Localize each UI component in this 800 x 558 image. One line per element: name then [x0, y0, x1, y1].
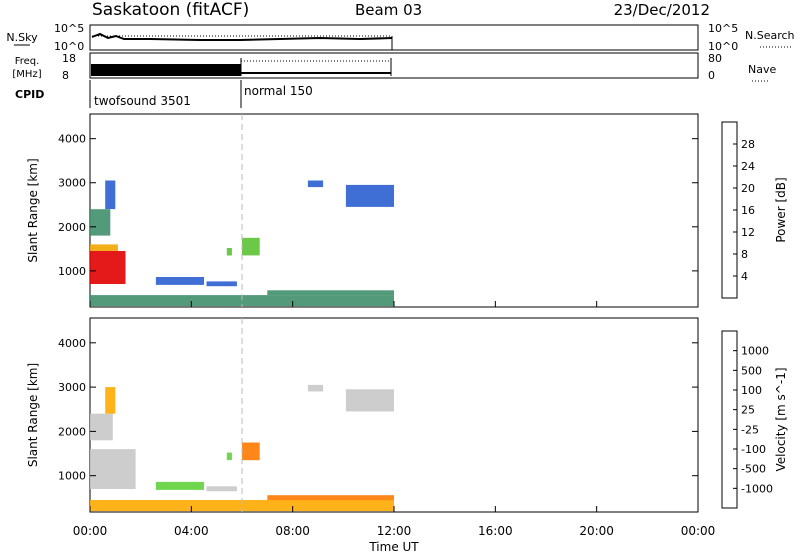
velocity-colorbar-label-5: -100 [741, 443, 766, 456]
velocity-ytick-label-3000: 3000 [58, 381, 86, 394]
power-colorbar-label-0: 4 [741, 270, 748, 283]
velocity-colorbar-label-4: -25 [741, 423, 759, 436]
cpid-segment-twofsound: twofsound 3501 [94, 94, 191, 108]
time-tick-label-0: 00:00 [73, 524, 108, 538]
nave-tick-low: 0 [708, 69, 715, 82]
time-tick-label-5: 20:00 [579, 524, 614, 538]
freq-tick-high: 18 [62, 52, 76, 65]
power-data-cell-9 [307, 180, 324, 188]
nsearch-label: N.Search [745, 29, 795, 42]
freq-unit-label: [MHz] [12, 69, 41, 80]
nsearch-tick-low: 10^0 [708, 40, 738, 53]
nsky-panel: N.Sky 10^5 10^0 10^5 10^0 N.Search [6, 22, 794, 53]
time-tick-label-6: 00:00 [681, 524, 716, 538]
velocity-data-cell-6 [242, 442, 260, 461]
nsky-tick-high: 10^5 [54, 22, 84, 35]
power-ylabel: Slant Range [km] [26, 158, 40, 262]
velocity-data-cell-7 [345, 389, 394, 412]
velocity-colorbar-label-3: 25 [741, 404, 755, 417]
velocity-colorbar-frame [721, 330, 738, 509]
date-title: 23/Dec/2012 [614, 1, 710, 19]
velocity-colorbar-label-2: 100 [741, 384, 762, 397]
nave-label: Nave [748, 63, 776, 76]
time-tick-label-1: 04:00 [174, 524, 209, 538]
velocity-data-cell-2 [105, 387, 116, 414]
velocity-colorbar-label-1: 500 [741, 364, 762, 377]
power-ytick-label-2000: 2000 [58, 221, 86, 234]
velocity-data-cell-8 [307, 384, 324, 392]
power-data-cell-0 [90, 251, 126, 284]
velocity-ytick-label-2000: 2000 [58, 425, 86, 438]
velocity-data-cell-10 [267, 495, 394, 501]
freq-label: Freq. [15, 56, 40, 67]
power-colorbar-title: Power [dB] [774, 177, 788, 242]
power-colorbar-label-2: 12 [741, 226, 755, 239]
power-colorbar-label-6: 28 [741, 138, 755, 151]
power-data-cell-11 [267, 290, 394, 296]
power-colorbar-label-3: 16 [741, 204, 755, 217]
freq-block-twofsound [91, 64, 241, 76]
velocity-data-cell-1 [90, 413, 113, 441]
power-data-cell-5 [206, 281, 237, 287]
power-colorbar-label-5: 24 [741, 160, 755, 173]
time-tick-label-3: 12:00 [377, 524, 412, 538]
cpid-row: CPID twofsound 3501 normal 150 [15, 80, 313, 108]
power-data-cell-4 [155, 277, 204, 285]
nsky-trace [91, 32, 393, 41]
power-colorbar-label-4: 20 [741, 182, 755, 195]
velocity-data-cell-9 [90, 500, 394, 512]
power-data-cell-3 [105, 180, 116, 210]
power-data-cell-1 [90, 244, 118, 251]
power-data-cell-6 [226, 248, 232, 256]
power-colorbar: 4 8 12 16 20 24 28 Power [dB] [721, 121, 788, 299]
cpid-segment-normal: normal 150 [244, 84, 313, 98]
nsky-label: N.Sky [6, 31, 38, 44]
velocity-colorbar-label-0: 1000 [741, 345, 769, 358]
freq-panel: Freq. [MHz] 18 8 80 0 Nave [12, 52, 776, 82]
power-ytick-label-3000: 3000 [58, 177, 86, 190]
beam-title: Beam 03 [355, 1, 422, 19]
time-tick-label-2: 08:00 [275, 524, 310, 538]
power-data-cell-8 [345, 184, 394, 207]
freq-tick-low: 8 [62, 69, 69, 82]
station-title: Saskatoon (fitACF) [92, 0, 249, 20]
power-ytick-label-4000: 4000 [58, 133, 86, 146]
power-ytick-label-1000: 1000 [58, 265, 86, 278]
power-data-cell-10 [90, 295, 394, 307]
velocity-ytick-label-1000: 1000 [58, 470, 86, 483]
time-tick-label-4: 16:00 [478, 524, 513, 538]
velocity-data-cell-0 [90, 449, 136, 489]
nave-tick-high: 80 [708, 52, 722, 65]
velocity-panel: 1000 2000 3000 4000 Slant Range [km] [26, 317, 699, 513]
power-colorbar-label-1: 8 [741, 248, 748, 261]
power-panel: 1000 2000 3000 4000 Slant Range [km] [26, 113, 699, 308]
velocity-data-cell-3 [155, 481, 204, 490]
power-data-cell-7 [242, 237, 260, 256]
x-axis-label: Time UT [368, 540, 419, 554]
nsearch-tick-high: 10^5 [708, 22, 738, 35]
velocity-colorbar-label-7: -1000 [741, 482, 773, 495]
velocity-data-cell-5 [226, 452, 232, 461]
velocity-ytick-label-4000: 4000 [58, 337, 86, 350]
velocity-colorbar-title: Velocity [m s^-1] [774, 367, 788, 471]
velocity-ylabel: Slant Range [km] [26, 363, 40, 467]
cpid-label: CPID [15, 88, 44, 101]
nsky-tick-low: 10^0 [54, 40, 84, 53]
time-axis: 00:00 04:00 08:00 12:00 16:00 20:00 00:00 [73, 524, 716, 538]
velocity-colorbar-label-6: -500 [741, 463, 766, 476]
velocity-data-cell-4 [206, 486, 237, 492]
power-data-cell-2 [90, 209, 111, 236]
